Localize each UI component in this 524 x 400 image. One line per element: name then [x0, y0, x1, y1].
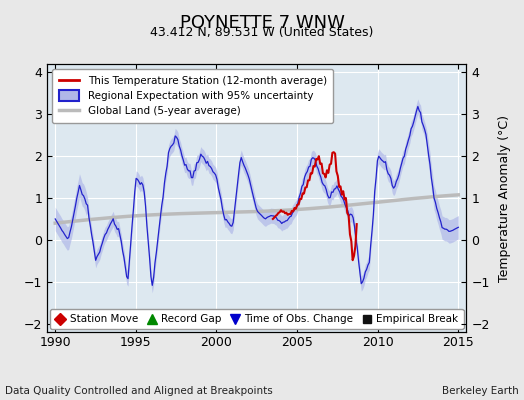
- Text: POYNETTE 7 WNW: POYNETTE 7 WNW: [180, 14, 344, 32]
- Text: Data Quality Controlled and Aligned at Breakpoints: Data Quality Controlled and Aligned at B…: [5, 386, 273, 396]
- Text: Berkeley Earth: Berkeley Earth: [442, 386, 519, 396]
- Text: 43.412 N, 89.531 W (United States): 43.412 N, 89.531 W (United States): [150, 26, 374, 39]
- Y-axis label: Temperature Anomaly (°C): Temperature Anomaly (°C): [498, 114, 511, 282]
- Legend: Station Move, Record Gap, Time of Obs. Change, Empirical Break: Station Move, Record Gap, Time of Obs. C…: [50, 309, 464, 330]
